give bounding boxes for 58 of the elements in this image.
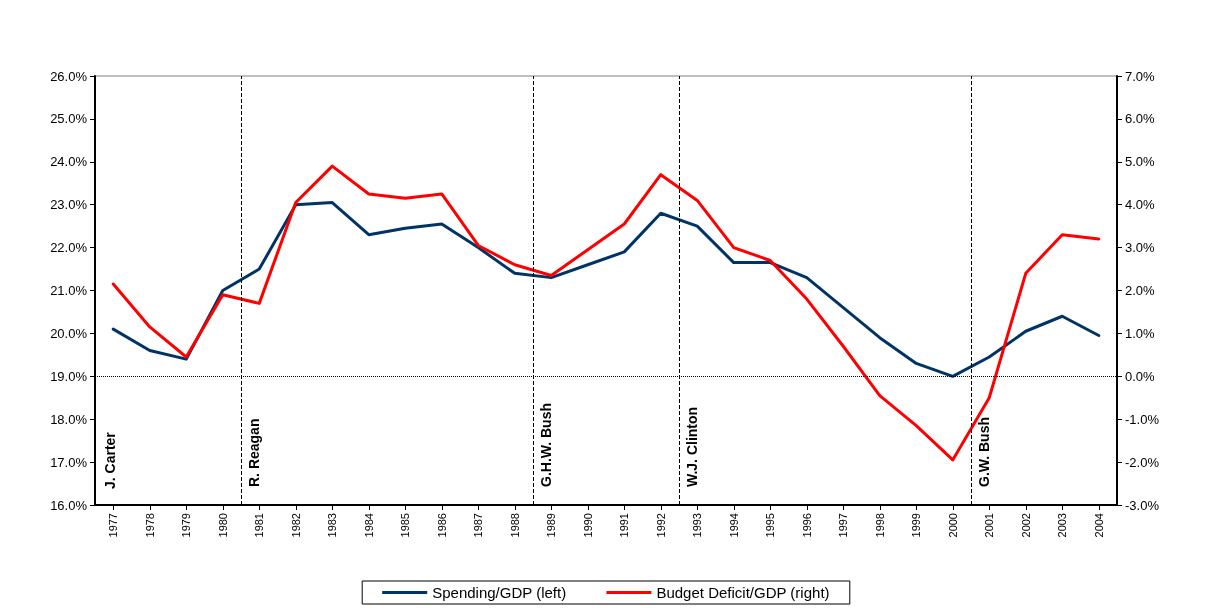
y-tick-label: 17.0% (50, 454, 88, 470)
ref-line-label: W.J. Clinton (684, 406, 700, 487)
line-series (111, 201, 1101, 378)
x-tick-label: 1992 (654, 513, 667, 538)
y2-tick-label: -2.0% (1125, 454, 1160, 470)
y-tick-label: 25.0% (50, 111, 88, 127)
y2-tick-label: 2.0% (1125, 283, 1156, 298)
x-tick-label: 2003 (1056, 513, 1069, 538)
x-tick-label: 1990 (581, 513, 594, 538)
x-tick-label: 1999 (910, 513, 923, 538)
x-tick-label: 2002 (1019, 513, 1032, 538)
y-tick-label: 19.0% (50, 368, 88, 384)
y-tick-label: 23.0% (50, 197, 88, 213)
x-tick-label: 1998 (873, 513, 886, 538)
ref-line-label: R. Reagan (246, 418, 262, 487)
x-tick-label: 1982 (289, 513, 302, 538)
y-tick-label: 21.0% (50, 283, 88, 298)
x-tick-label: 1986 (435, 513, 448, 538)
x-tick-label: 1994 (727, 513, 740, 538)
legend-label: Budget Deficit/GDP (right) (656, 584, 830, 601)
x-tick-label: 1981 (253, 513, 266, 538)
x-tick-label: 1983 (326, 513, 339, 538)
x-tick-label: 1993 (691, 513, 704, 538)
ref-line-label: G.W. Bush (976, 417, 992, 487)
legend-label: Spending/GDP (left) (432, 584, 567, 601)
x-tick-label: 1991 (618, 513, 631, 538)
x-tick-label: 1988 (508, 513, 521, 538)
x-tick-label: 2004 (1092, 513, 1105, 538)
x-tick-label: 1977 (107, 513, 120, 538)
y2-tick-label: -3.0% (1125, 497, 1160, 513)
x-tick-label: 1980 (216, 513, 229, 538)
y-tick-label: 26.0% (50, 68, 88, 84)
y2-tick-label: 0.0% (1125, 368, 1156, 384)
y-tick-label: 16.0% (50, 497, 88, 513)
y2-tick-label: 3.0% (1125, 240, 1156, 256)
x-tick-label: 2001 (983, 513, 996, 538)
y2-tick-label: 7.0% (1125, 68, 1156, 84)
x-tick-label: 1996 (800, 513, 813, 538)
annotation: J. Carter (102, 431, 118, 489)
y-tick-label: 20.0% (50, 325, 88, 341)
y-tick-label: 24.0% (50, 154, 88, 170)
x-tick-label: 1987 (472, 513, 485, 538)
y-tick-label: 18.0% (50, 411, 88, 427)
ref-line-label: G.H.W. Bush (538, 403, 554, 487)
y2-tick-label: 5.0% (1125, 154, 1156, 170)
x-tick-label: 1985 (399, 513, 412, 538)
x-tick-label: 1979 (180, 513, 193, 538)
x-tick-label: 1995 (764, 513, 777, 538)
y2-tick-label: 4.0% (1125, 197, 1156, 213)
y-tick-label: 22.0% (50, 240, 88, 256)
x-tick-label: 1989 (545, 513, 558, 538)
y2-tick-label: -1.0% (1125, 411, 1160, 427)
x-tick-label: 2000 (946, 513, 959, 538)
y2-tick-label: 6.0% (1125, 111, 1156, 127)
x-tick-label: 1997 (837, 513, 850, 538)
y2-tick-label: 1.0% (1125, 325, 1156, 341)
x-tick-label: 1984 (362, 513, 375, 538)
x-tick-label: 1978 (143, 513, 156, 538)
